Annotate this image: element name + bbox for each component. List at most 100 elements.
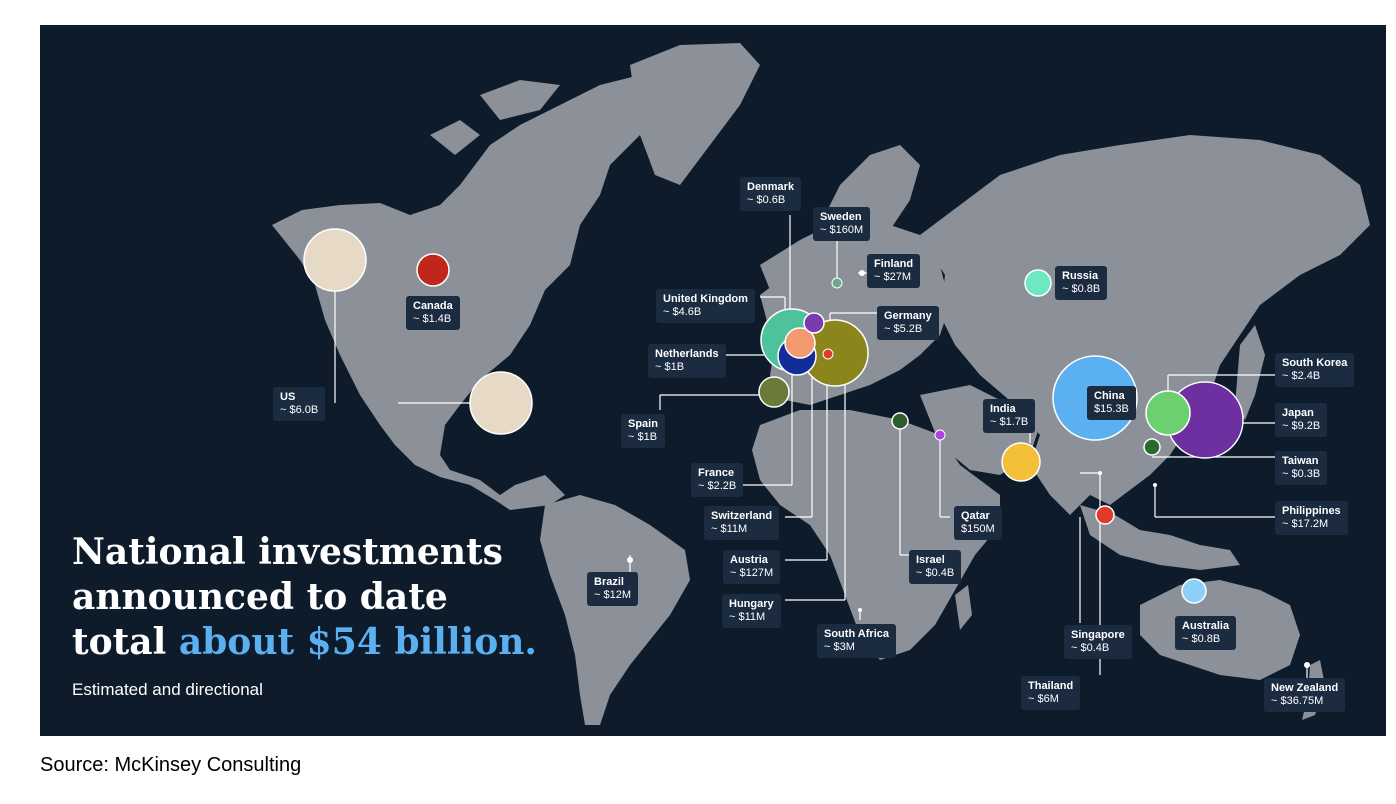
label-brazil-name: Brazil bbox=[594, 576, 624, 588]
headline-line-2: announced to date bbox=[72, 576, 448, 618]
label-denmark-name: Denmark bbox=[747, 181, 795, 193]
label-qatar: Qatar $150M bbox=[954, 506, 1002, 540]
bubble-australia bbox=[1181, 578, 1207, 604]
label-sweden-amount: ~ $160M bbox=[820, 224, 864, 236]
label-spain: Spain ~ $1B bbox=[621, 414, 665, 448]
label-uk: United Kingdom ~ $4.6B bbox=[656, 289, 755, 323]
bubble-austria bbox=[822, 348, 834, 360]
label-japan-name: Japan bbox=[1282, 407, 1314, 419]
label-taiwan: Taiwan ~ $0.3B bbox=[1275, 451, 1328, 485]
bubble-thailand bbox=[1098, 471, 1102, 475]
landmass-japan bbox=[1235, 325, 1265, 420]
bubble-spain bbox=[758, 376, 790, 408]
label-israel-name: Israel bbox=[916, 554, 945, 566]
label-netherlands-name: Netherlands bbox=[655, 348, 719, 360]
headline-line-1: National investments bbox=[72, 531, 503, 573]
label-india-amount: ~ $1.7B bbox=[990, 416, 1029, 428]
label-qatar-amount: $150M bbox=[961, 523, 995, 535]
label-austria-name: Austria bbox=[730, 554, 768, 566]
label-singapore: Singapore ~ $0.4B bbox=[1064, 625, 1132, 659]
label-germany: Germany ~ $5.2B bbox=[877, 306, 939, 340]
label-israel: Israel ~ $0.4B bbox=[909, 550, 962, 584]
label-india: India ~ $1.7B bbox=[983, 399, 1036, 433]
label-spain-name: Spain bbox=[628, 418, 658, 430]
label-taiwan-name: Taiwan bbox=[1282, 455, 1319, 467]
label-sweden-name: Sweden bbox=[820, 211, 862, 223]
label-thailand-amount: ~ $6M bbox=[1028, 693, 1059, 705]
label-japan-amount: ~ $9.2B bbox=[1282, 420, 1321, 432]
label-russia-amount: ~ $0.8B bbox=[1062, 283, 1101, 295]
map-panel: US ~ $6.0B Canada ~ $1.4B Brazil ~ $12M … bbox=[40, 25, 1386, 736]
label-south-africa: South Africa ~ $3M bbox=[817, 624, 896, 658]
bubble-qatar bbox=[934, 429, 946, 441]
landmass-madagascar bbox=[955, 585, 972, 630]
landmass-arctic-islands bbox=[430, 80, 560, 155]
bubble-south-korea bbox=[1145, 390, 1191, 436]
label-brazil: Brazil ~ $12M bbox=[587, 572, 638, 606]
label-us-name: US bbox=[280, 391, 296, 403]
label-australia-name: Australia bbox=[1182, 620, 1230, 632]
label-us: US ~ $6.0B bbox=[273, 387, 326, 421]
bubble-taiwan bbox=[1143, 438, 1161, 456]
label-south-africa-name: South Africa bbox=[824, 628, 889, 640]
label-us-amount: ~ $6.0B bbox=[280, 404, 319, 416]
label-france-amount: ~ $2.2B bbox=[698, 480, 737, 492]
label-uk-name: United Kingdom bbox=[663, 293, 748, 305]
bubble-philippines bbox=[1153, 483, 1157, 487]
bubble-us bbox=[469, 371, 533, 435]
label-switzerland: Switzerland ~ $11M bbox=[704, 506, 780, 540]
headline-line-3-prefix: total bbox=[72, 621, 179, 663]
label-finland-name: Finland bbox=[874, 258, 914, 270]
bubble-denmark bbox=[803, 312, 825, 334]
label-canada-name: Canada bbox=[413, 300, 453, 312]
label-switzerland-name: Switzerland bbox=[711, 510, 773, 522]
source-note: Source: McKinsey Consulting bbox=[40, 754, 302, 776]
label-south-korea: South Korea ~ $2.4B bbox=[1275, 353, 1355, 387]
label-philippines-name: Philippines bbox=[1282, 505, 1341, 517]
label-netherlands-amount: ~ $1B bbox=[655, 361, 685, 373]
bubble-canada bbox=[416, 253, 450, 287]
label-austria-amount: ~ $127M bbox=[730, 567, 774, 579]
landmass-africa bbox=[752, 410, 1000, 660]
landmass-greenland bbox=[630, 43, 760, 185]
bubble-south-africa bbox=[858, 608, 862, 612]
label-china: China $15.3B bbox=[1087, 386, 1136, 420]
bubble-singapore bbox=[1095, 505, 1115, 525]
label-brazil-amount: ~ $12M bbox=[594, 589, 631, 601]
label-finland-amount: ~ $27M bbox=[874, 271, 911, 283]
label-uk-amount: ~ $4.6B bbox=[663, 306, 702, 318]
landmass-south-america bbox=[540, 495, 690, 725]
label-finland: Finland ~ $27M bbox=[867, 254, 921, 288]
label-south-africa-amount: ~ $3M bbox=[824, 641, 855, 653]
label-germany-amount: ~ $5.2B bbox=[884, 323, 923, 335]
label-singapore-name: Singapore bbox=[1071, 629, 1125, 641]
label-thailand: Thailand ~ $6M bbox=[1021, 676, 1081, 710]
label-germany-name: Germany bbox=[884, 310, 932, 322]
bubble-finland bbox=[859, 270, 865, 276]
label-sweden: Sweden ~ $160M bbox=[813, 207, 871, 241]
label-russia: Russia ~ $0.8B bbox=[1055, 266, 1108, 300]
label-philippines: Philippines ~ $17.2M bbox=[1275, 501, 1348, 535]
label-taiwan-amount: ~ $0.3B bbox=[1282, 468, 1321, 480]
label-qatar-name: Qatar bbox=[961, 510, 990, 522]
label-canada-amount: ~ $1.4B bbox=[413, 313, 452, 325]
label-hungary-name: Hungary bbox=[729, 598, 774, 610]
label-south-korea-name: South Korea bbox=[1282, 357, 1348, 369]
label-denmark-amount: ~ $0.6B bbox=[747, 194, 786, 206]
label-philippines-amount: ~ $17.2M bbox=[1282, 518, 1329, 530]
label-france-name: France bbox=[698, 467, 735, 479]
bubble-sweden bbox=[831, 277, 843, 289]
label-new-zealand: New Zealand ~ $36.75M bbox=[1264, 678, 1346, 712]
label-thailand-name: Thailand bbox=[1028, 680, 1074, 692]
subhead: Estimated and directional bbox=[72, 680, 263, 699]
bubble-india bbox=[1001, 442, 1041, 482]
label-canada: Canada ~ $1.4B bbox=[406, 296, 460, 330]
label-france: France ~ $2.2B bbox=[691, 463, 744, 497]
bubble-israel bbox=[891, 412, 909, 430]
label-russia-name: Russia bbox=[1062, 270, 1099, 282]
label-australia-amount: ~ $0.8B bbox=[1182, 633, 1221, 645]
label-hungary-amount: ~ $11M bbox=[729, 611, 766, 623]
label-austria: Austria ~ $127M bbox=[723, 550, 781, 584]
label-new-zealand-name: New Zealand bbox=[1271, 682, 1339, 694]
bubble-brazil bbox=[627, 557, 633, 563]
